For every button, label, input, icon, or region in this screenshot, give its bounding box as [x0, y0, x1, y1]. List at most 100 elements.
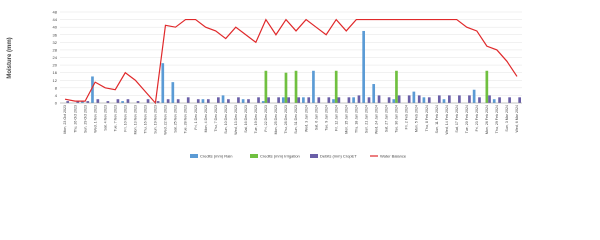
- bar: [297, 97, 301, 103]
- legend-swatch: [190, 154, 198, 158]
- bar: [332, 99, 335, 103]
- bar: [176, 99, 180, 103]
- x-tick-label: Wed, 22 Nov 2023: [164, 105, 168, 135]
- bar: [312, 70, 315, 103]
- x-tick-label: Mon, 13 Nov 2023: [134, 105, 138, 134]
- bar: [334, 70, 338, 103]
- x-tick-label: Fri, 22 Dec 2023: [264, 105, 268, 132]
- x-tick-label: Thu, 7 Dec 2023: [214, 105, 218, 132]
- bar: [307, 97, 311, 103]
- line: [64, 18, 518, 105]
- x-tick-label: Mon, 15 Jan 2024: [344, 105, 348, 134]
- bar: [437, 95, 441, 103]
- x-tick-label: Sat, 25 Nov 2023: [174, 105, 178, 133]
- x-tick-label: Thu, 16 Nov 2023: [144, 105, 148, 134]
- legend-label: Credits (mm) Rain: [200, 154, 232, 159]
- bar: [261, 101, 265, 103]
- bar: [362, 30, 365, 103]
- x-tick-label: Mon, 4 Dec 2023: [204, 105, 208, 132]
- bar: [284, 72, 288, 103]
- bar: [337, 97, 341, 103]
- bar: [76, 101, 80, 103]
- bar: [367, 97, 371, 103]
- x-tick-label: Fri, 1 Dec 2023: [194, 105, 198, 130]
- x-tick-label: Tue, 30 Jan 2024: [395, 105, 399, 133]
- bar: [387, 97, 391, 103]
- bar: [136, 101, 140, 103]
- x-tick-label: Sun, 10 Dec 2023: [224, 105, 228, 134]
- bar: [417, 95, 421, 103]
- x-tick-label: Sat, 17 Feb 2024: [455, 105, 459, 133]
- y-tick-label: 20: [53, 63, 58, 68]
- bar: [237, 97, 240, 103]
- bar: [448, 95, 451, 103]
- bar: [257, 97, 260, 103]
- legend-label: Water Balance: [380, 154, 407, 159]
- x-tick-label: Sun, 3 Mar 2024: [505, 105, 509, 132]
- bar: [372, 84, 376, 103]
- x-tick-label: Sun, 19 Nov 2023: [154, 105, 158, 134]
- y-tick-label: 4: [55, 93, 58, 98]
- bar: [508, 97, 511, 103]
- bar: [442, 99, 446, 103]
- y-tick-label: 40: [53, 25, 58, 30]
- x-tick-label: Mon, 5 Feb 2024: [415, 105, 419, 132]
- bar: [146, 99, 150, 103]
- bar: [201, 99, 205, 103]
- bar: [347, 97, 351, 103]
- bar: [116, 99, 120, 103]
- x-tick-label: Tue, 28 Nov 2023: [184, 105, 188, 133]
- bar: [217, 97, 220, 103]
- bar: [518, 97, 521, 103]
- x-tick-label: Sat, 27 Jan 2024: [385, 105, 389, 132]
- legend-swatch: [250, 154, 258, 158]
- x-tick-label: Tue, 7 Nov 2023: [113, 105, 117, 131]
- x-tick-label: Wed, 6 Mar 2024: [515, 105, 519, 133]
- y-axis-label: Moisture (mm): [7, 37, 13, 78]
- x-tick-label: Wed, 14 Feb 2024: [445, 105, 449, 135]
- bar: [395, 70, 398, 103]
- bar: [96, 99, 100, 103]
- y-tick-label: 28: [53, 47, 58, 52]
- x-tick-label: Tue, 9 Jan 2024: [324, 105, 328, 131]
- x-tick-label: Mon, 23 Oct 2023: [63, 105, 67, 134]
- bar: [81, 101, 84, 103]
- x-tick-label: Sun, 29 Oct 2023: [83, 105, 87, 133]
- bar: [287, 97, 290, 103]
- legend-swatch: [310, 154, 318, 158]
- x-tick-label: Thu, 28 Dec 2023: [284, 105, 288, 134]
- bar: [352, 97, 355, 103]
- bar: [281, 97, 285, 103]
- bar: [227, 99, 230, 103]
- bar: [221, 95, 225, 103]
- bar: [407, 95, 411, 103]
- bar: [186, 97, 190, 103]
- bar: [121, 101, 124, 103]
- legend-label: Debits (mm) CropET: [320, 154, 357, 159]
- y-tick-label: 48: [53, 10, 58, 15]
- bar: [86, 101, 90, 103]
- y-tick-label: 24: [53, 55, 58, 60]
- x-tick-label: Thu, 29 Feb 2024: [495, 105, 499, 133]
- x-tick-label: Mon, 25 Dec 2023: [274, 105, 278, 134]
- bar: [468, 95, 471, 103]
- x-tick-label: Fri, 2 Feb 2024: [405, 105, 409, 129]
- x-tick-label: Wed, 3 Jan 2024: [304, 105, 308, 132]
- bar: [412, 91, 416, 103]
- x-tick-label: Sat, 4 Nov 2023: [103, 105, 107, 131]
- bar: [171, 82, 175, 103]
- x-tick-label: Wed, 13 Dec 2023: [234, 105, 238, 135]
- x-tick-label: Thu, 8 Feb 2024: [425, 105, 429, 131]
- bar: [488, 95, 491, 103]
- bar: [166, 99, 170, 103]
- x-tick-label: Mon, 26 Feb 2024: [485, 105, 489, 134]
- bar: [327, 97, 331, 103]
- y-tick-label: 0: [55, 101, 58, 106]
- bar: [472, 89, 476, 103]
- y-tick-label: 16: [53, 70, 58, 75]
- bar: [161, 63, 165, 103]
- y-tick-label: 36: [53, 32, 58, 37]
- bar: [317, 97, 321, 103]
- x-tick-label: Wed, 24 Jan 2024: [375, 105, 379, 134]
- chart: Moisture (mm) 04812162024283236404448Mon…: [7, 10, 522, 159]
